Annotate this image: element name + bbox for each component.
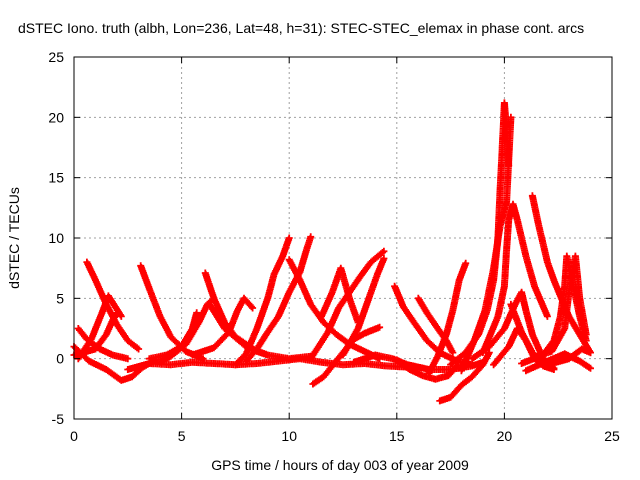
plus-markers xyxy=(543,345,594,369)
x-tick-label: 20 xyxy=(497,428,513,444)
data-series xyxy=(393,356,461,383)
data-series xyxy=(339,255,388,359)
x-tick-label: 25 xyxy=(604,428,620,444)
data-series xyxy=(543,345,594,369)
y-tick-label: 20 xyxy=(48,109,64,125)
data-series xyxy=(318,264,362,326)
y-tick-label: 25 xyxy=(48,49,64,65)
data-series xyxy=(425,259,470,377)
plus-markers xyxy=(436,349,493,405)
data-series xyxy=(457,113,515,375)
y-tick-label: 0 xyxy=(56,351,64,367)
x-tick-label: 15 xyxy=(389,428,405,444)
chart-title: dSTEC Iono. truth (albh, Lon=236, Lat=48… xyxy=(18,20,584,36)
x-tick-label: 5 xyxy=(178,428,186,444)
plus-markers xyxy=(425,259,470,377)
x-tick-label: 10 xyxy=(281,428,297,444)
plus-markers xyxy=(533,252,590,360)
plus-markers xyxy=(242,233,315,365)
plus-markers xyxy=(339,255,388,359)
data-points xyxy=(70,99,594,405)
y-tick-label: -5 xyxy=(52,411,65,427)
x-axis-label: GPS time / hours of day 003 of year 2009 xyxy=(211,457,469,473)
plus-markers xyxy=(231,234,293,369)
ticks: 0 5 10 15 20 25 -5 0 5 10 15 20 25 xyxy=(48,49,620,444)
y-axis-label: dSTEC / TECUs xyxy=(6,187,22,289)
data-series xyxy=(533,252,590,360)
x-tick-label: 0 xyxy=(70,428,78,444)
data-series xyxy=(242,233,315,365)
plus-markers xyxy=(457,113,515,375)
plus-markers xyxy=(318,264,362,326)
plus-markers xyxy=(393,356,461,383)
y-tick-label: 5 xyxy=(56,290,64,306)
y-tick-label: 10 xyxy=(48,230,64,246)
data-series xyxy=(436,349,493,405)
y-tick-label: 15 xyxy=(48,170,64,186)
data-series xyxy=(231,234,293,369)
